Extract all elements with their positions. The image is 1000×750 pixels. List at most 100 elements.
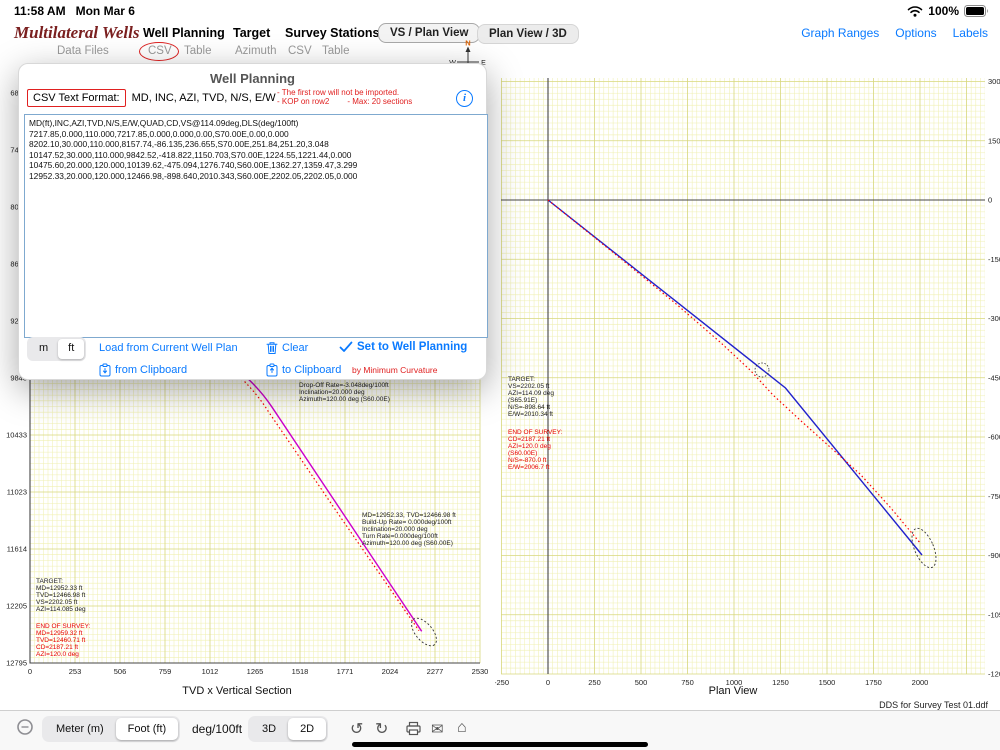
rotate-left-icon[interactable]: ↺ (350, 721, 364, 738)
unit-foot-segment[interactable]: ft (58, 339, 85, 359)
annotation-line: END OF SURVEY: (36, 623, 91, 630)
unit-segmented-control[interactable]: m ft (27, 337, 87, 361)
well-planning-dialog: Well Planning CSV Text Format: MD, INC, … (18, 63, 488, 380)
rotate-right-icon[interactable]: ↻ (375, 721, 389, 738)
clipboard-up-icon (266, 363, 278, 377)
annotation-line: VS=2202.05 ft (36, 599, 78, 606)
x-tick-label: 0 (28, 667, 32, 676)
options-link[interactable]: Options (895, 26, 937, 40)
x-tick-label: 2000 (912, 678, 929, 687)
meter-segment[interactable]: Meter (m) (56, 723, 104, 735)
x-tick-label: 2024 (382, 667, 399, 676)
trash-icon (266, 342, 278, 354)
annotation-line: Drop-Off Rate=-3.048deg/100ft (299, 382, 389, 389)
dogleg-unit-button[interactable]: deg/100ft (192, 722, 243, 736)
print-icon[interactable] (405, 721, 422, 736)
sub-well-planning-csv[interactable]: CSV (148, 45, 172, 57)
foot-segment[interactable]: Foot (ft) (115, 718, 179, 740)
annotation-line: TVD=12460.71 ft (36, 637, 86, 644)
annotation-line: (S65.91E) (508, 397, 537, 404)
menu-well-planning[interactable]: Well Planning (143, 26, 225, 40)
x-tick-label: 1518 (292, 667, 309, 676)
y-tick-label: 0 (988, 196, 992, 205)
vs-plan-view-button[interactable]: VS / Plan View (378, 23, 481, 43)
y-tick-label: -450 (988, 373, 1000, 382)
x-tick-label: 1265 (247, 667, 264, 676)
csv-format-value: MD, INC, AZI, TVD, N/S, E/W (131, 92, 276, 104)
left-chart-title: TVD x Vertical Section (182, 685, 291, 697)
annotation-line: CD=2187.21 ft (36, 644, 78, 651)
annotation-line: N/S=-898.64 ft (508, 404, 550, 411)
info-icon[interactable]: i (456, 90, 473, 107)
sub-survey-table[interactable]: Table (322, 45, 350, 57)
annotation-line: MD=12952.33 ft (36, 585, 83, 592)
clipboard-down-icon (99, 363, 111, 377)
from-clipboard-button[interactable]: from Clipboard (99, 363, 187, 377)
csv-format-row: CSV Text Format: MD, INC, AZI, TVD, N/S,… (27, 89, 276, 107)
right-end-of-survey-annotation: END OF SURVEY: CD=2187.21 ft AZI=120.0 d… (508, 429, 563, 471)
y-tick-label: 11023 (7, 488, 27, 497)
annotation-line: AZI=114.085 deg (36, 606, 86, 613)
view-mode-segmented-control[interactable]: 3D 2D (248, 716, 329, 742)
y-tick-label: 9843 (10, 374, 27, 383)
view-3d-segment[interactable]: 3D (262, 723, 277, 735)
csv-line: 8202.10,30.000,110.000,8157.74,-86.135,2… (29, 139, 329, 150)
status-bar-left: 11:58 AM Mon Mar 6 (14, 4, 135, 18)
x-tick-label: 250 (588, 678, 601, 687)
sub-survey-csv[interactable]: CSV (288, 45, 312, 57)
left-target-annotation: TARGET: MD=12952.33 ft TVD=12466.98 ft V… (36, 578, 86, 613)
dialog-title: Well Planning (210, 71, 295, 86)
menu-target[interactable]: Target (233, 26, 271, 40)
left-end-of-survey-annotation: END OF SURVEY: MD=12959.32 ft TVD=12460.… (36, 623, 91, 658)
end-of-survey-ellipse (411, 617, 437, 647)
view-2d-segment[interactable]: 2D (288, 718, 327, 740)
right-y-axis-labels: 300 150 0 -150 -300 -450 -600 -750 -900 … (988, 77, 1000, 679)
sub-target-azimuth[interactable]: Azimuth (235, 45, 277, 57)
sub-data-files[interactable]: Data Files (57, 45, 109, 57)
annotation-line: Build-Up Rate= 0.000deg/100ft (362, 519, 452, 526)
scale-circle-icon[interactable] (16, 718, 34, 736)
battery-percent: 100% (928, 4, 959, 18)
y-tick-label: 10433 (6, 431, 27, 440)
annotation-line: TVD=12466.98 ft (36, 592, 86, 599)
current-file-label: DDS for Survey Test 01.ddf (879, 700, 988, 710)
plan-view-chart[interactable]: -250 0 250 500 750 1000 1250 1500 1750 2… (495, 70, 1000, 700)
to-clipboard-button[interactable]: to Clipboard (266, 363, 341, 377)
dialog-notes: - The first row will not be imported. - … (277, 88, 457, 106)
length-unit-segmented-control[interactable]: Meter (m) Foot (ft) (42, 716, 181, 742)
sub-well-planning-table[interactable]: Table (184, 45, 212, 57)
mail-icon[interactable]: ✉ (431, 721, 444, 738)
x-tick-label: 1250 (772, 678, 789, 687)
annotation-line: N/S=-870.0 ft (508, 457, 547, 464)
y-tick-label: -900 (988, 551, 1000, 560)
x-tick-label: 253 (69, 667, 82, 676)
x-tick-label: 750 (681, 678, 694, 687)
y-tick-label: 12795 (6, 659, 27, 668)
annotation-line: AZI=120.0 deg (36, 651, 79, 658)
wifi-icon (907, 6, 923, 17)
right-grid (501, 78, 985, 675)
annotation-line: MD=12959.32 ft (36, 630, 83, 637)
annotation-line: E/W=2010.34 ft (508, 411, 553, 418)
home-icon[interactable]: ⌂ (457, 719, 467, 736)
x-tick-label: 1000 (726, 678, 743, 687)
x-tick-label: 2530 (472, 667, 489, 676)
right-x-axis-labels: -250 0 250 500 750 1000 1250 1500 1750 2… (495, 678, 928, 687)
home-indicator[interactable] (352, 742, 648, 747)
plan-view-3d-button[interactable]: Plan View / 3D (477, 24, 579, 44)
annotation-line: AZI=114.09 deg (508, 390, 554, 397)
annotation-line: Azimuth=120.00 deg (S60.00E) (362, 540, 453, 547)
x-tick-label: 2277 (427, 667, 444, 676)
clear-button[interactable]: Clear (266, 341, 308, 355)
csv-text-area[interactable]: MD(ft),INC,AZI,TVD,N/S,E/W,QUAD,CD,VS@11… (24, 114, 488, 338)
load-from-well-plan-label: Load from Current Well Plan (99, 342, 238, 354)
load-from-well-plan-button[interactable]: Load from Current Well Plan (99, 342, 238, 354)
labels-link[interactable]: Labels (952, 26, 988, 40)
annotation-line: MD=12952.33, TVD=12466.98 ft (362, 512, 456, 519)
x-tick-label: 1750 (865, 678, 882, 687)
set-to-well-planning-button[interactable]: Set to Well Planning (339, 341, 467, 353)
annotation-line: TARGET: (36, 578, 63, 585)
menu-survey-stations[interactable]: Survey Stations (285, 26, 380, 40)
unit-meter-segment[interactable]: m (39, 342, 49, 354)
graph-ranges-link[interactable]: Graph Ranges (801, 26, 880, 40)
